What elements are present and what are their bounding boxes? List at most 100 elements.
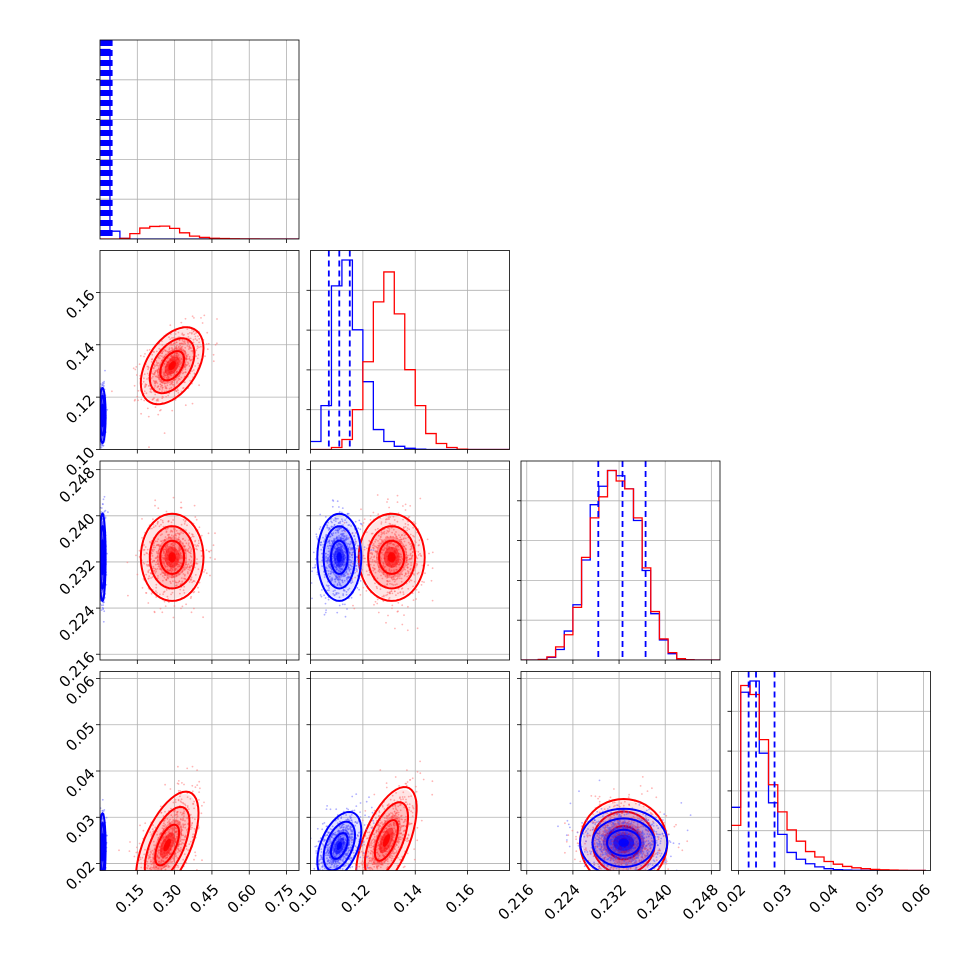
scatter-point (136, 573, 139, 576)
scatter-point (138, 363, 141, 366)
scatter-point (164, 546, 167, 548)
scatter-point (385, 545, 388, 547)
scatter-point (343, 537, 345, 540)
scatter-point (179, 529, 182, 532)
scatter-point (153, 890, 155, 892)
scatter-point (369, 563, 372, 566)
scatter-point (184, 381, 186, 384)
scatter-point (377, 570, 380, 572)
scatter-point (104, 369, 106, 372)
scatter-point (188, 565, 191, 568)
scatter-point (171, 591, 174, 594)
scatter-point (345, 521, 348, 524)
scatter-point (141, 587, 144, 589)
scatter-point (199, 787, 201, 790)
scatter-point (311, 597, 313, 600)
scatter-point (323, 540, 325, 543)
scatter-point (418, 539, 421, 542)
scatter-point (152, 565, 155, 568)
scatter-point (369, 515, 372, 517)
scatter-point (185, 542, 188, 545)
scatter-point (177, 780, 180, 782)
scatter-point (363, 557, 366, 560)
scatter-point (176, 388, 179, 390)
scatter-point (191, 816, 194, 819)
scatter-point (322, 543, 325, 546)
scatter-point (372, 543, 375, 545)
scatter-point (183, 592, 186, 594)
scatter-point (373, 555, 376, 558)
scatter-point (396, 501, 399, 503)
scatter-point (162, 521, 164, 524)
scatter-point (406, 527, 409, 529)
scatter-point (193, 372, 196, 375)
scatter-point (160, 811, 163, 814)
scatter-point (157, 385, 160, 388)
scatter-point (327, 598, 330, 601)
scatter-point (164, 548, 167, 551)
scatter-point (142, 561, 145, 564)
scatter-point (158, 525, 161, 528)
scatter-point (201, 859, 203, 862)
scatter-point (396, 544, 398, 547)
scatter-point (154, 504, 156, 507)
scatter-point (126, 561, 129, 564)
scatter-point (167, 537, 170, 539)
scatter-point (154, 370, 157, 372)
scatter-point (337, 569, 340, 572)
scatter-point (384, 575, 387, 578)
scatter-point (349, 564, 352, 567)
scatter-point (198, 526, 201, 529)
scatter-point (337, 531, 340, 534)
scatter-point (179, 540, 182, 543)
scatter-point (166, 595, 169, 598)
scatter-point (177, 821, 180, 824)
scatter-point (156, 592, 158, 594)
scatter-point (157, 861, 160, 863)
hist-step-blue (310, 259, 510, 450)
scatter-point (404, 503, 407, 506)
scatter-point (165, 510, 168, 513)
scatter-point (417, 554, 420, 556)
scatter-point (333, 524, 336, 526)
scatter-point (178, 565, 181, 568)
scatter-point (327, 529, 330, 531)
scatter-point (350, 553, 353, 556)
scatter-point (407, 570, 410, 573)
scatter-point (187, 362, 190, 365)
panel-border (99, 39, 300, 240)
scatter-point (369, 544, 372, 547)
scatter-point (402, 505, 404, 507)
scatter-point (173, 810, 175, 813)
scatter-point (164, 857, 167, 859)
scatter-point (175, 533, 177, 535)
scatter-point (181, 554, 183, 557)
scatter-point (401, 573, 403, 576)
scatter-point (102, 620, 105, 623)
scatter-point (195, 349, 198, 351)
scatter-point (388, 528, 391, 530)
scatter-point (374, 582, 376, 585)
scatter-point (321, 565, 323, 568)
scatter-point (156, 364, 159, 367)
scatter-point (323, 576, 326, 578)
scatter-point (157, 876, 159, 878)
scatter-point (169, 545, 172, 548)
scatter-point (159, 593, 161, 596)
scatter-point (383, 547, 386, 550)
scatter-point (157, 881, 159, 883)
scatter-point (382, 573, 385, 576)
scatter-point (156, 880, 158, 882)
scatter-point (404, 537, 407, 540)
scatter-point (177, 331, 180, 334)
scatter-point (320, 548, 323, 551)
scatter-point (168, 347, 171, 349)
scatter-point (197, 539, 200, 542)
contour-red (148, 525, 196, 590)
scatter-point (157, 374, 160, 377)
scatter-point (183, 810, 186, 813)
scatter-point (162, 560, 165, 563)
scatter-point (414, 540, 416, 542)
scatter-point (334, 520, 337, 522)
scatter-point (331, 542, 334, 545)
